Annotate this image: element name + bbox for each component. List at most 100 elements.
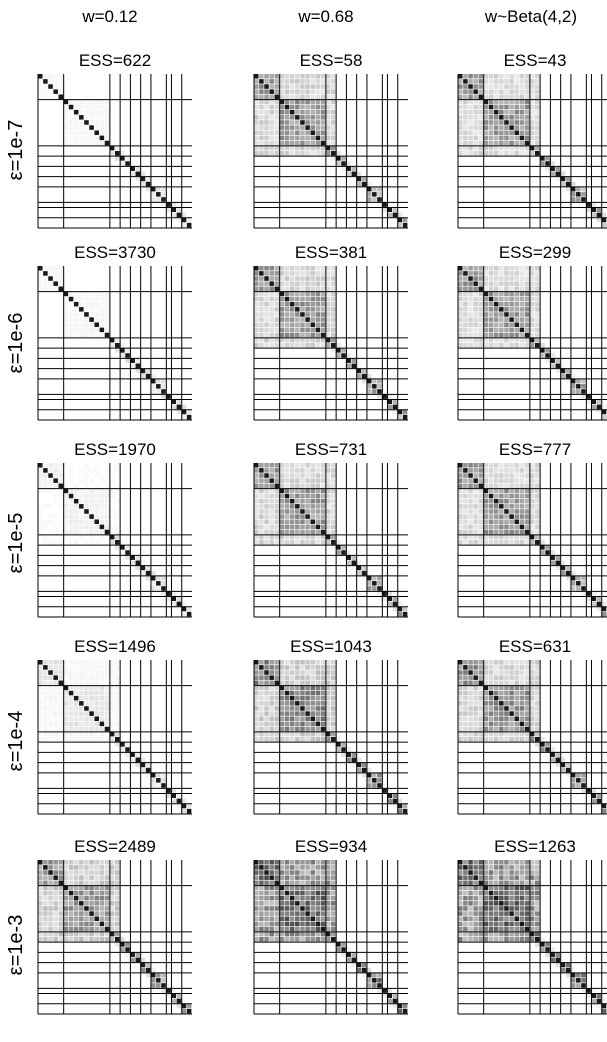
heatmap-cell — [499, 670, 504, 675]
heatmap-cell — [320, 921, 326, 927]
heatmap-cell — [63, 901, 69, 906]
heatmap-cell — [279, 493, 285, 499]
heatmap-cell — [581, 972, 586, 978]
heatmap-cell — [279, 104, 285, 110]
heatmap-cell — [473, 926, 478, 932]
heatmap-cell — [150, 581, 156, 586]
heatmap-cell — [89, 332, 94, 338]
heatmap-cell — [331, 271, 336, 276]
heatmap-cell — [264, 890, 269, 896]
heatmap-cell — [463, 140, 468, 146]
heatmap-cell — [264, 301, 269, 307]
heatmap-cell — [519, 322, 525, 327]
heatmap-cell — [289, 880, 295, 886]
heatmap-cell — [478, 317, 484, 322]
heatmap-cell — [68, 312, 74, 317]
heatmap-cell — [463, 504, 468, 509]
heatmap-cell — [382, 394, 387, 399]
heatmap-cell — [264, 493, 269, 499]
heatmap-cell — [356, 368, 362, 374]
heatmap-cell — [458, 921, 463, 927]
heatmap-cell — [473, 498, 478, 504]
heatmap-cell — [161, 394, 166, 399]
heatmap-cell — [382, 596, 387, 601]
heatmap-cell — [135, 762, 141, 768]
heatmap-cell — [377, 581, 382, 586]
heatmap-cell — [63, 660, 69, 665]
heatmap-cell — [504, 84, 509, 89]
heatmap-cell — [315, 125, 321, 130]
heatmap-cell — [570, 972, 576, 978]
heatmap-cell — [493, 514, 499, 519]
heatmap-cell — [254, 860, 259, 865]
heatmap-cell — [458, 99, 463, 105]
heatmap-cell — [254, 120, 259, 125]
heatmap-cell — [514, 716, 519, 721]
heatmap-cell — [535, 685, 540, 691]
heatmap-cell — [468, 115, 473, 120]
heatmap-cell — [84, 120, 89, 125]
heatmap-cell — [284, 79, 290, 84]
heatmap-cell — [89, 731, 94, 737]
heatmap-cell — [473, 716, 478, 721]
heatmap-cell — [320, 880, 326, 886]
heatmap-cell — [310, 880, 315, 886]
heatmap-cell — [84, 931, 89, 937]
heatmap-cell — [366, 181, 372, 187]
heatmap-cell — [320, 509, 326, 514]
heatmap-cell — [120, 343, 125, 348]
heatmap-cell — [58, 716, 64, 721]
heatmap-cell — [560, 363, 566, 369]
heatmap-cell — [274, 937, 280, 942]
heatmap-cell — [38, 921, 43, 927]
heatmap-cell — [509, 690, 514, 696]
heatmap-cell — [488, 135, 494, 141]
heatmap-cell — [84, 529, 89, 535]
heatmap-cell — [63, 104, 69, 110]
heatmap-cell — [463, 151, 468, 156]
heatmap-cell — [259, 519, 264, 524]
heatmap-cell — [320, 79, 326, 84]
heatmap-cell — [535, 115, 540, 120]
heatmap-cell — [48, 916, 53, 921]
heatmap-cell — [310, 317, 315, 322]
heatmap-cell — [84, 478, 89, 483]
heatmap-cell — [104, 327, 110, 333]
heatmap-cell — [295, 99, 300, 105]
heatmap-cell — [289, 468, 295, 473]
heatmap-cell — [310, 706, 315, 711]
heatmap-cell — [524, 665, 530, 670]
heatmap-cell — [310, 89, 315, 94]
heatmap-cell — [53, 726, 58, 732]
heatmap-cell — [524, 901, 530, 906]
heatmap-cell — [79, 104, 84, 110]
heatmap-cell — [274, 322, 280, 327]
heatmap-cell — [289, 529, 295, 535]
heatmap-cell — [325, 337, 331, 343]
heatmap-cell — [555, 962, 561, 968]
heatmap-cell — [104, 519, 110, 524]
heatmap-cell — [310, 488, 315, 494]
heatmap-cell — [53, 875, 58, 880]
heatmap-cell — [315, 716, 321, 721]
heatmap-cell — [366, 186, 372, 192]
heatmap-cell — [325, 695, 331, 701]
heatmap-cell — [468, 706, 473, 711]
heatmap-cell — [315, 468, 321, 473]
heatmap-cell — [463, 906, 468, 911]
heatmap-cell — [463, 675, 468, 680]
heatmap-cell — [104, 685, 110, 691]
heatmap-cell — [43, 271, 48, 276]
heatmap-cell — [104, 140, 110, 146]
heatmap-cell — [73, 498, 79, 504]
heatmap-cell — [94, 125, 99, 130]
heatmap-cell — [514, 880, 519, 886]
heatmap-cell — [529, 307, 535, 312]
heatmap-cell — [555, 176, 561, 182]
heatmap-cell — [499, 731, 504, 737]
heatmap-cell — [529, 151, 535, 156]
heatmap-cell — [259, 711, 264, 716]
heatmap-cell — [305, 695, 310, 701]
heatmap-cell — [269, 680, 274, 686]
heatmap-cell — [269, 473, 274, 478]
